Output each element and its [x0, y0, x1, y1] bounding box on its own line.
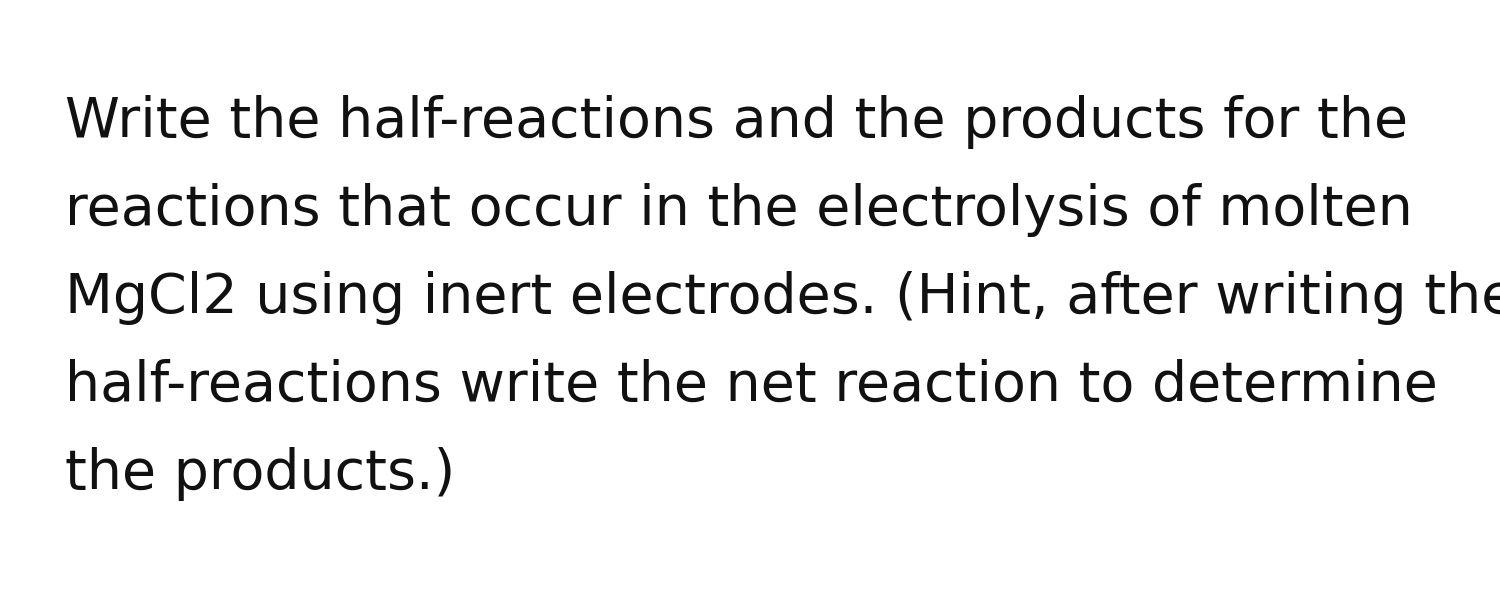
Text: Write the half-reactions and the products for the: Write the half-reactions and the product… [64, 95, 1408, 149]
Text: reactions that occur in the electrolysis of molten: reactions that occur in the electrolysis… [64, 183, 1413, 237]
Text: half-reactions write the net reaction to determine: half-reactions write the net reaction to… [64, 359, 1438, 413]
Text: MgCl2 using inert electrodes. (Hint, after writing the: MgCl2 using inert electrodes. (Hint, aft… [64, 271, 1500, 325]
Text: the products.): the products.) [64, 447, 456, 501]
